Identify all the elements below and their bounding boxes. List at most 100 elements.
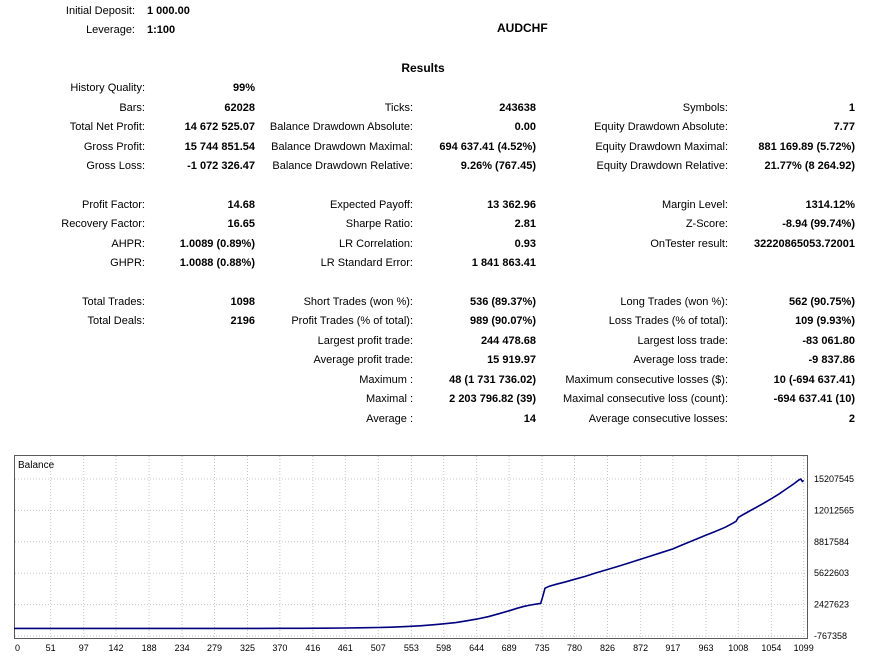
stat-value: 21.77% (8 264.92)	[764, 160, 855, 172]
stat-label: Maximal consecutive loss (count):	[562, 393, 728, 405]
y-axis-label: 12012565	[814, 505, 854, 515]
stat-label: Total Trades:	[82, 295, 145, 308]
stat-value: 1	[848, 101, 855, 114]
stat-label: Margin Level:	[661, 198, 728, 211]
stat-value: 2	[848, 412, 855, 425]
stat-label	[255, 79, 413, 99]
stat-value: 15 744 851.54	[184, 140, 255, 153]
stat-label: Balance Drawdown Maximal:	[271, 140, 413, 153]
stat-value: 14 672 525.07	[184, 121, 255, 133]
x-axis-label: 780	[567, 643, 582, 653]
x-axis-label: 598	[436, 643, 451, 653]
stat-row: AHPR: 1.0089 (0.89%) LR Correlation: 0.93 On…	[0, 235, 855, 255]
balance-line	[14, 477, 805, 630]
stat-label	[0, 390, 145, 410]
x-axis-label: 553	[404, 643, 419, 653]
stat-label: GHPR:	[110, 257, 145, 269]
x-axis-label: 917	[665, 643, 680, 653]
stat-label: Equity Drawdown Absolute:	[594, 121, 728, 133]
stat-row: Gross Loss: -1 072 326.47 Balance Drawdown…	[0, 157, 855, 177]
stat-value	[145, 371, 255, 391]
x-axis-label: 963	[698, 643, 713, 653]
stat-label	[0, 371, 145, 391]
row-spacer	[0, 177, 855, 196]
x-axis-label: 51	[46, 643, 56, 653]
y-axis-label: -767358	[814, 631, 847, 641]
stat-label: Balance Drawdown Relative:	[272, 160, 413, 172]
stat-value: 13 362.96	[487, 198, 536, 211]
stat-value: 1.0088 (0.88%)	[179, 257, 255, 269]
x-axis-label: 461	[338, 643, 353, 653]
x-axis-label: 507	[371, 643, 386, 653]
stat-value: 16.65	[227, 218, 255, 230]
initial-deposit-label: Initial Deposit:	[65, 5, 135, 17]
stat-value: 2 203 796.82 (39)	[449, 393, 536, 405]
x-axis-label: 370	[272, 643, 287, 653]
stat-value: 536 (89.37%)	[469, 295, 536, 308]
initial-deposit-value: 1 000.00	[147, 5, 190, 17]
stat-value	[145, 351, 255, 371]
stat-value: 15 919.97	[487, 354, 536, 366]
stat-value: 243638	[499, 101, 536, 114]
stat-value: -9 837.86	[808, 354, 855, 366]
stat-value: 1.0089 (0.89%)	[179, 237, 255, 250]
stat-label: Maximum :	[359, 373, 413, 386]
stat-label: Sharpe Ratio:	[345, 218, 413, 230]
stat-value: 989 (90.07%)	[469, 315, 536, 327]
x-axis-label: 1008	[728, 643, 748, 653]
stat-value: -1 072 326.47	[187, 160, 255, 172]
stat-row: Average profit trade: 15 919.97 Average lo…	[0, 351, 855, 371]
stat-value: 48 (1 731 736.02)	[449, 373, 536, 386]
stat-label: Average profit trade:	[313, 354, 413, 366]
stat-label: Loss Trades (% of total):	[608, 315, 728, 327]
stat-row: Average : 14 Average consecutive losses: 2	[0, 410, 855, 430]
stat-value: 562 (90.75%)	[788, 295, 855, 308]
stat-value: 7.77	[833, 121, 855, 133]
stat-row: Total Net Profit: 14 672 525.07 Balance Dr…	[0, 118, 855, 138]
stat-label: LR Standard Error:	[320, 257, 413, 269]
x-axis-label: 872	[633, 643, 648, 653]
stat-label: Equity Drawdown Maximal:	[595, 140, 728, 153]
stat-label	[0, 351, 145, 371]
x-axis-label: 644	[469, 643, 484, 653]
stat-value	[145, 410, 255, 430]
stat-value: 14	[523, 412, 536, 425]
stat-label	[536, 254, 728, 274]
stat-label: Maximum consecutive losses ($):	[565, 373, 728, 386]
stat-label: History Quality:	[70, 82, 145, 94]
stat-label: Long Trades (won %):	[620, 295, 728, 308]
row-spacer	[0, 274, 855, 293]
x-axis-label: 97	[79, 643, 89, 653]
chart-title: Balance	[18, 460, 55, 471]
stat-value	[145, 332, 255, 352]
stat-label: Profit Factor:	[82, 198, 145, 211]
stat-label: LR Correlation:	[339, 237, 413, 250]
x-axis-label: 416	[305, 643, 320, 653]
stat-value	[145, 390, 255, 410]
x-axis-label: 826	[600, 643, 615, 653]
stat-label: Total Net Profit:	[69, 121, 145, 133]
stat-row: Maximal : 2 203 796.82 (39) Maximal consec…	[0, 390, 855, 410]
stat-value: 32220865053.72001	[754, 237, 855, 250]
stat-label: Bars:	[119, 101, 145, 114]
x-axis-label: 142	[108, 643, 123, 653]
stat-row: Recovery Factor: 16.65 Sharpe Ratio: 2.81 Z-…	[0, 215, 855, 235]
x-axis-label: 735	[535, 643, 550, 653]
balance-chart-svg: Balance 0 51 97 142 188 234 279 325 370 416 461 507 5…	[14, 455, 854, 653]
stat-value: 0.93	[514, 237, 536, 250]
stat-value: 62028	[224, 101, 255, 114]
stat-value: 0.00	[514, 121, 536, 133]
stat-row: GHPR: 1.0088 (0.88%) LR Standard Error: 1 8…	[0, 254, 855, 274]
stat-value: -694 637.41 (10)	[773, 393, 855, 405]
stat-row: History Quality: 99%	[0, 79, 855, 99]
balance-chart: Balance 0 51 97 142 188 234 279 325 370 416 461 507 5…	[14, 455, 862, 655]
x-axis-label: 188	[142, 643, 157, 653]
stat-value: 881 169.89 (5.72%)	[758, 140, 855, 153]
x-axis-label: 234	[175, 643, 190, 653]
stat-value: 2196	[230, 315, 255, 327]
stat-value: 1 841 863.41	[471, 257, 536, 269]
stat-label	[536, 79, 728, 99]
stats-table: History Quality: 99% Bars: 62028 Ticks: 24363…	[0, 79, 855, 429]
y-axis-label: 5622603	[814, 568, 849, 578]
